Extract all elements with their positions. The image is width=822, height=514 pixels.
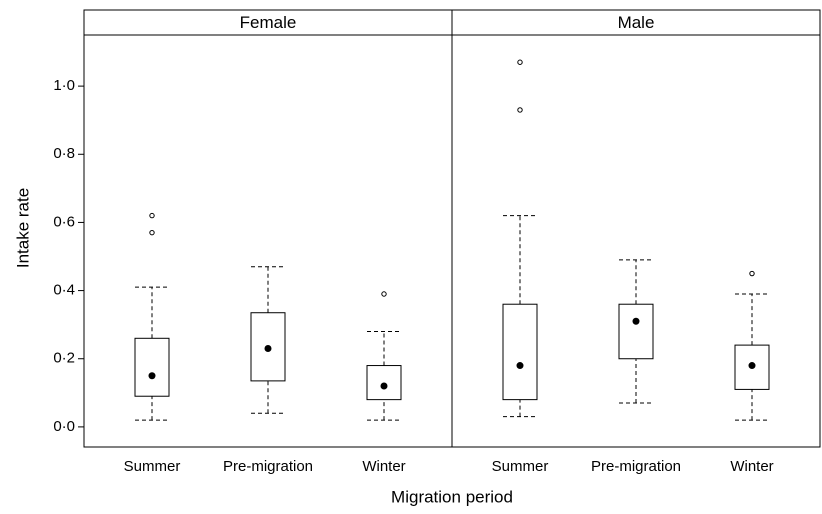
- outlier: [749, 270, 755, 277]
- box: [366, 365, 402, 401]
- median-dot: [148, 372, 156, 380]
- median-dot: [632, 317, 640, 325]
- median-dot: [748, 362, 756, 370]
- y-tick-label: 0·4: [53, 282, 75, 299]
- x-tick-label: Winter: [730, 458, 773, 475]
- outlier: [517, 59, 523, 65]
- median-dot: [380, 382, 388, 390]
- median-dot: [264, 345, 272, 353]
- panel-title: Female: [240, 13, 297, 32]
- y-tick-label: 0·2: [53, 350, 75, 367]
- outlier: [517, 107, 523, 113]
- box: [618, 303, 654, 360]
- x-axis-label: Migration period: [391, 487, 513, 506]
- panel: [451, 9, 821, 448]
- box: [502, 303, 538, 401]
- box: [134, 337, 170, 397]
- median-dot: [516, 362, 524, 370]
- x-tick-label: Winter: [362, 458, 405, 475]
- x-tick-label: Pre-migration: [223, 458, 313, 475]
- x-tick-label: Pre-migration: [591, 458, 681, 475]
- y-axis-label: Intake rate: [13, 188, 32, 268]
- y-tick-label: 0·6: [53, 213, 75, 230]
- y-tick-label: 0·0: [53, 418, 75, 435]
- outlier: [381, 291, 387, 297]
- x-tick-label: Summer: [492, 458, 549, 475]
- panel-title: Male: [618, 13, 655, 32]
- outlier: [149, 229, 155, 236]
- outlier: [149, 212, 155, 219]
- y-tick-label: 1·0: [53, 77, 75, 94]
- y-tick-label: 0·8: [53, 145, 75, 162]
- x-tick-label: Summer: [124, 458, 181, 475]
